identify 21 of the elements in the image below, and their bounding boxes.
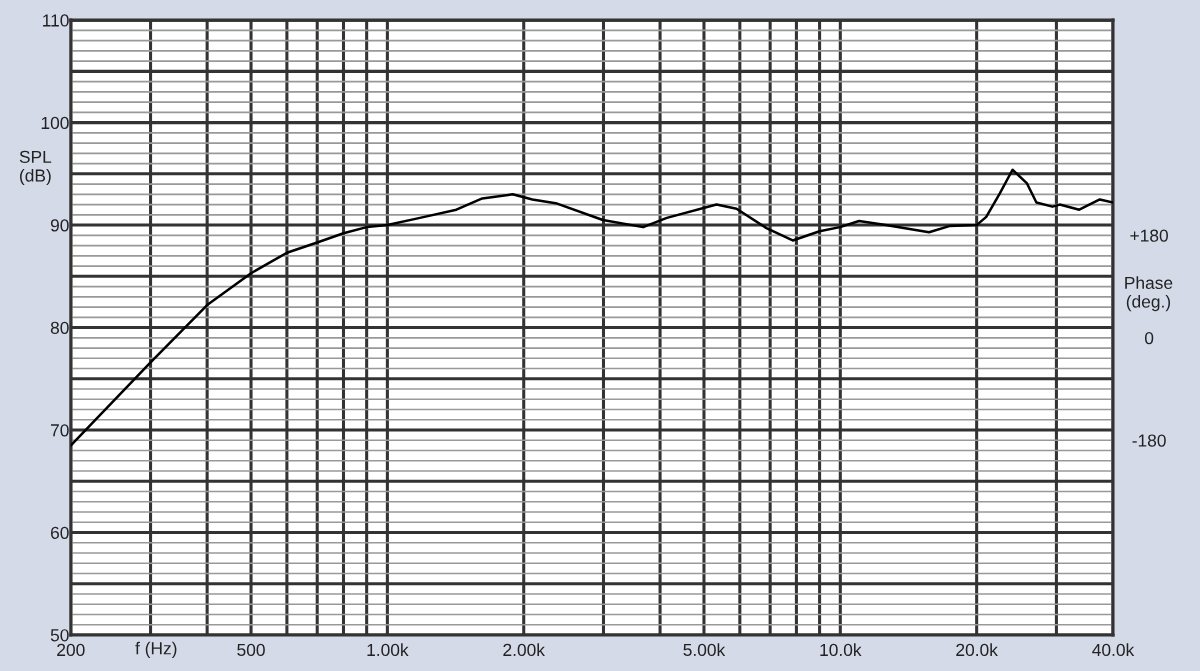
y-tick-label: 110 bbox=[43, 14, 69, 27]
y-tick-label: 60 bbox=[50, 526, 69, 539]
y-tick-label: 50 bbox=[50, 629, 69, 642]
x-tick-label: 20.0k bbox=[956, 643, 998, 657]
y2-tick-label: 0 bbox=[1144, 331, 1154, 345]
x-tick-label: 1.00k bbox=[367, 643, 409, 657]
y2-tick-label: -180 bbox=[1132, 434, 1166, 447]
y-tick-label: 80 bbox=[50, 321, 69, 335]
y-tick-label: 70 bbox=[50, 424, 69, 437]
x-tick-label: 10.0k bbox=[820, 643, 862, 657]
x-tick-label: 500 bbox=[237, 643, 265, 657]
x-axis-title: f (Hz) bbox=[135, 641, 177, 658]
y-tick-label: 100 bbox=[41, 116, 69, 130]
y2-tick-label: +180 bbox=[1130, 229, 1168, 242]
x-tick-label: 40.0k bbox=[1092, 643, 1135, 657]
y-tick-label: 90 bbox=[50, 219, 69, 232]
x-tick-label: 5.00k bbox=[683, 643, 726, 657]
y2-axis-title: Phase (deg.) bbox=[1125, 276, 1173, 312]
x-tick-label: 2.00k bbox=[503, 643, 545, 657]
x-tick-label: 200 bbox=[57, 643, 85, 657]
y-axis-title: SPL (dB) bbox=[19, 150, 52, 186]
